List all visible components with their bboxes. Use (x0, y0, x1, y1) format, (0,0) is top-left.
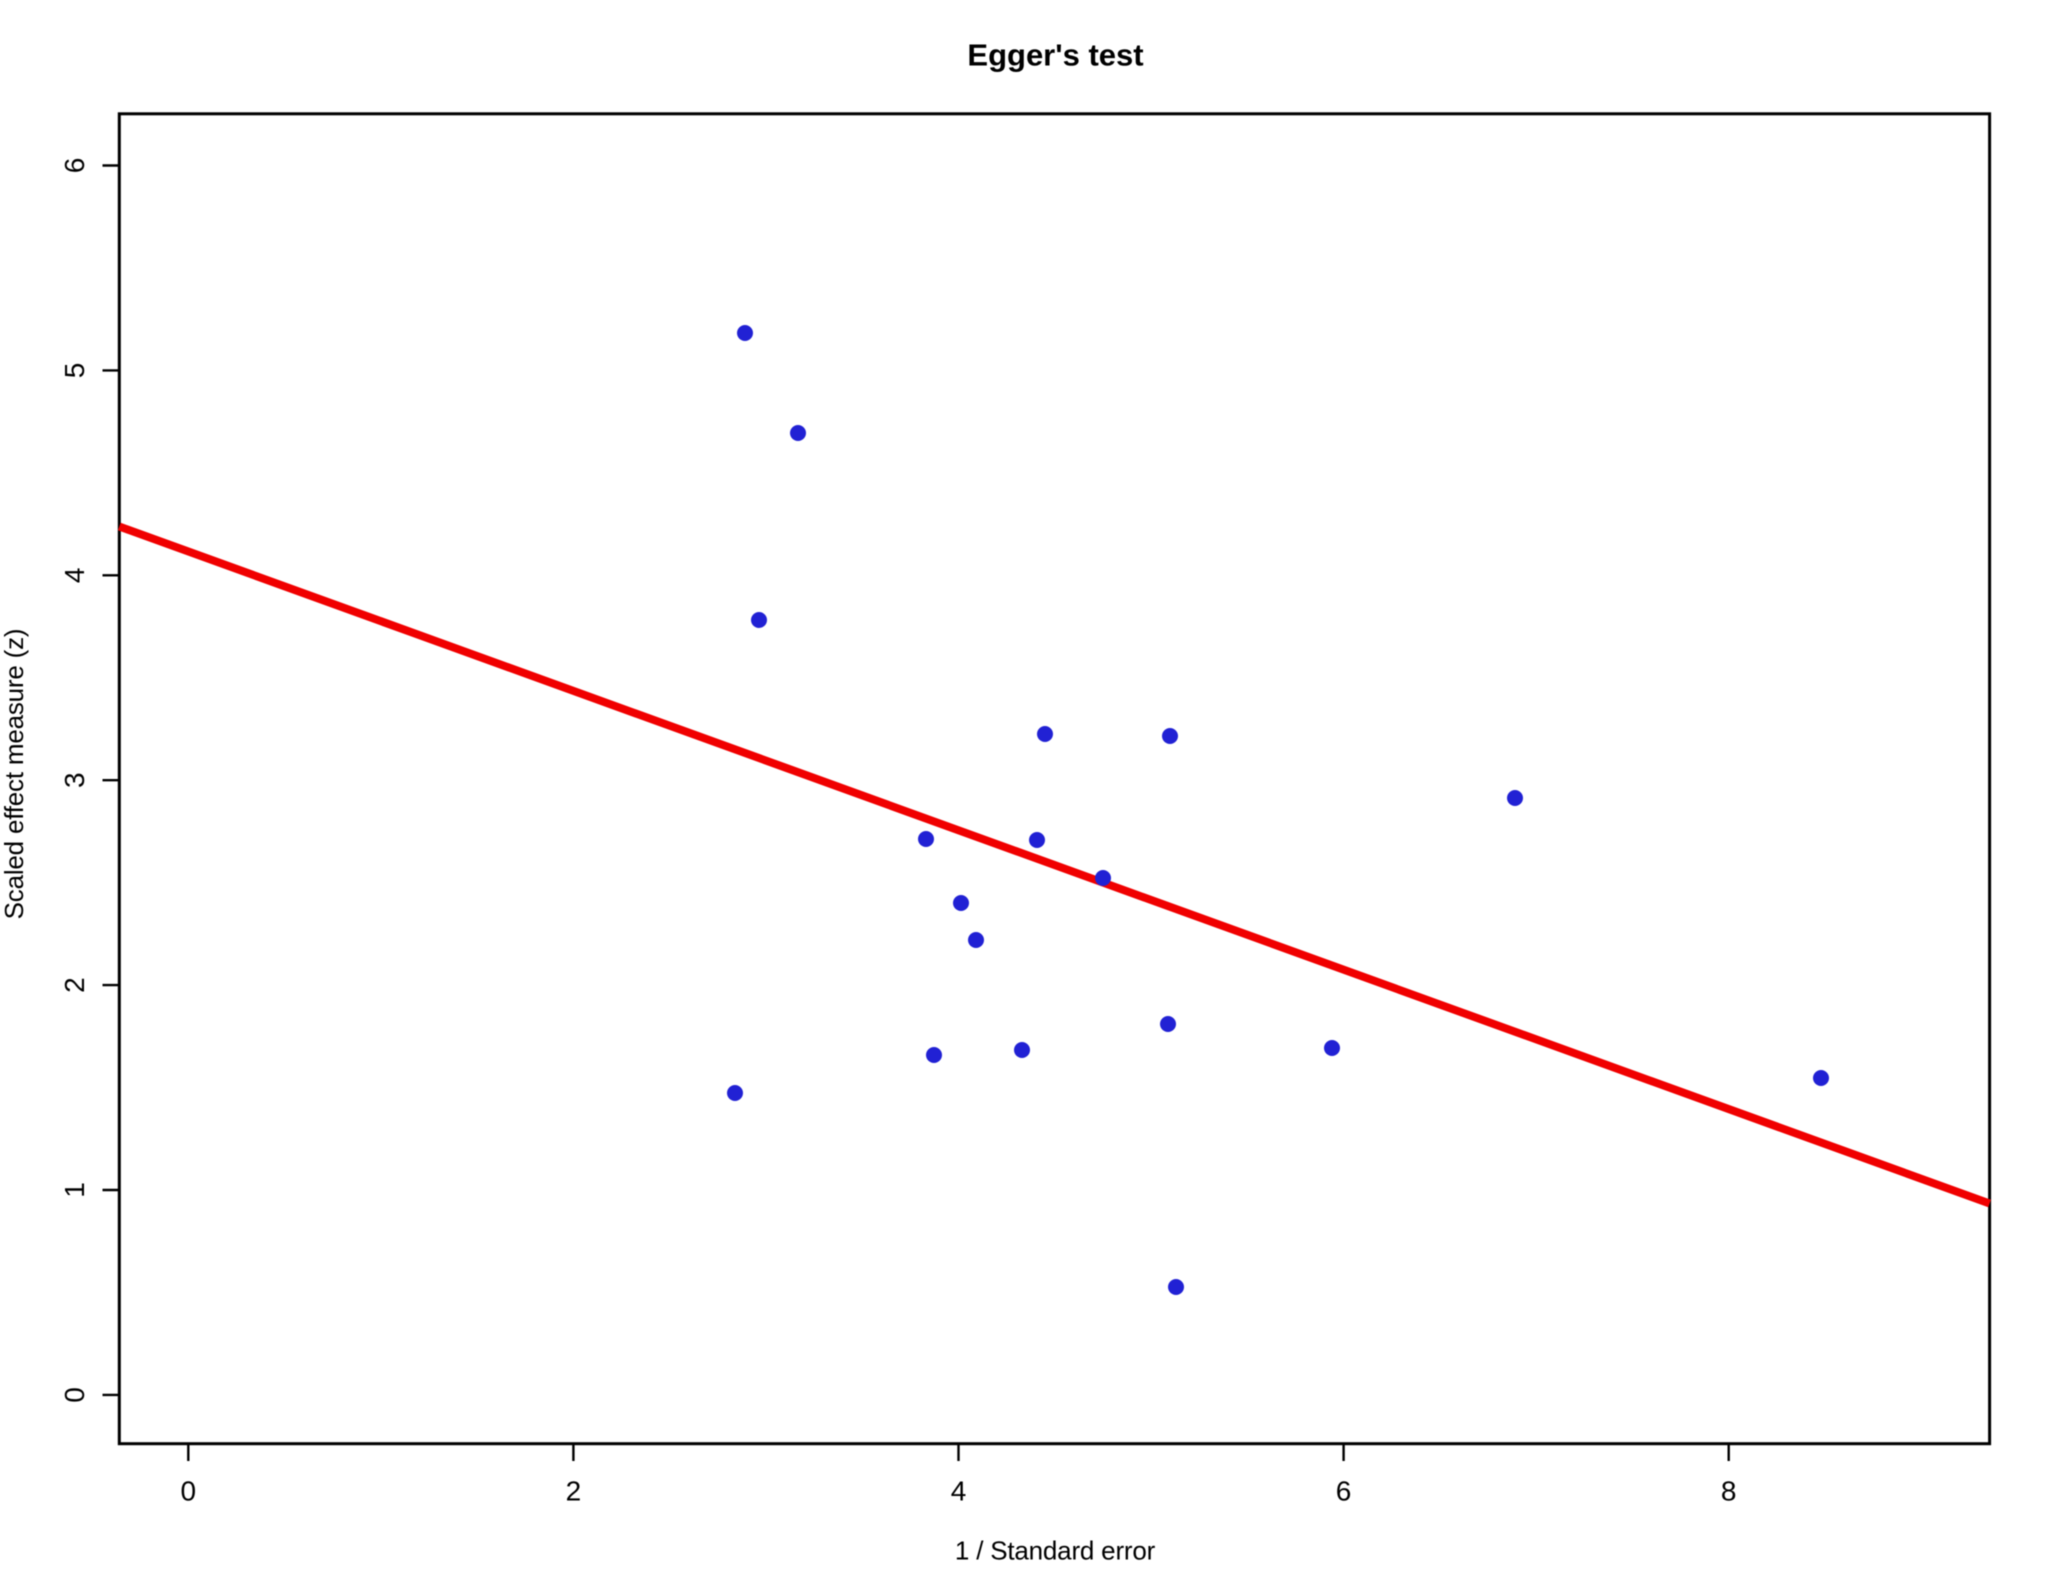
svg-text:1 / Standard error: 1 / Standard error (955, 1535, 1156, 1565)
svg-text:8: 8 (1721, 1476, 1737, 1507)
svg-text:0: 0 (59, 1387, 90, 1403)
svg-text:3: 3 (59, 772, 90, 788)
svg-text:5: 5 (59, 363, 90, 379)
svg-text:0: 0 (181, 1476, 197, 1507)
svg-text:4: 4 (59, 568, 90, 584)
svg-text:6: 6 (59, 158, 90, 174)
svg-text:1: 1 (59, 1182, 90, 1198)
svg-text:Scaled effect measure (z): Scaled effect measure (z) (0, 629, 29, 920)
svg-text:2: 2 (59, 977, 90, 993)
svg-text:2: 2 (566, 1476, 582, 1507)
svg-text:6: 6 (1336, 1476, 1352, 1507)
svg-text:Egger's test: Egger's test (967, 38, 1143, 73)
svg-text:4: 4 (951, 1476, 967, 1507)
